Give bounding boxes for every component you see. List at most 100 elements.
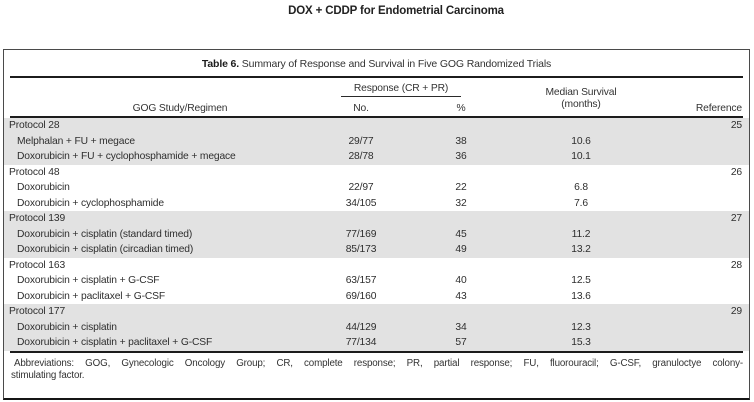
reference-cell (661, 180, 749, 196)
no-cell: 69/160 (345, 290, 377, 302)
reference-cell (661, 196, 749, 212)
median-cell: 7.6 (574, 197, 588, 209)
median-cell (501, 165, 661, 181)
table-title-label: Table 6. (201, 58, 239, 70)
median-cell (501, 211, 661, 227)
table-body: Protocol 28 25 Melphalan + FU + megace 29/7… (4, 118, 749, 351)
page-heading: DOX + CDDP for Endometrial Carcinoma (288, 5, 504, 17)
median-cell: 10.6 (571, 135, 591, 147)
regimen-row: Doxorubicin 22/97 22 6.8 (4, 180, 749, 196)
reference-cell: 26 (730, 166, 742, 178)
column-header-pct: % (456, 103, 466, 114)
no-cell: 29/77 (348, 135, 374, 147)
footnote: Abbreviations: GOG, Gynecologic Oncology… (4, 353, 749, 383)
median-cell: 13.2 (571, 244, 591, 255)
footnote-line2: stimulating factor. (11, 369, 85, 381)
protocol-row: Protocol 48 26 (4, 165, 749, 181)
pct-cell: 34 (455, 321, 467, 333)
regimen-row: Doxorubicin + cisplatin (circadian timed… (4, 242, 749, 258)
no-cell: 77/169 (345, 228, 377, 240)
pct-cell: 49 (455, 244, 467, 255)
reference-cell: 25 (730, 120, 742, 131)
reference-cell (661, 273, 749, 289)
pct-cell (421, 304, 501, 320)
title-rule (10, 76, 743, 78)
reference-cell (661, 289, 749, 305)
pct-cell (421, 165, 501, 181)
pct-cell: 32 (455, 197, 467, 209)
regimen-cell: Protocol 28 (9, 120, 60, 131)
no-cell (301, 118, 421, 134)
median-cell: 12.5 (571, 275, 591, 286)
column-header-no: No. (353, 103, 369, 114)
regimen-row: Doxorubicin + cyclophosphamide 34/105 32 7.… (4, 196, 749, 212)
table-box: Table 6. Summary of Response and Surviva… (3, 49, 750, 400)
reference-cell: 28 (730, 259, 742, 271)
header-rule (10, 116, 743, 118)
regimen-cell: Protocol 177 (9, 306, 66, 317)
reference-cell: 29 (730, 306, 742, 317)
regimen-row: Doxorubicin + cisplatin 44/129 34 12.3 (4, 319, 749, 336)
protocol-row: Protocol 177 29 (4, 304, 749, 320)
regimen-cell: Doxorubicin + cisplatin (circadian timed… (17, 244, 194, 255)
no-cell: 34/105 (345, 197, 377, 209)
median-cell: 11.2 (571, 228, 591, 240)
no-cell: 77/134 (345, 337, 377, 348)
regimen-cell: Melphalan + FU + megace (17, 135, 135, 147)
table-title: Table 6. Summary of Response and Surviva… (4, 50, 749, 76)
regimen-row: Doxorubicin + cisplatin + G-CSF 63/157 40 1… (4, 273, 749, 289)
column-header-median: Median Survival (months) (545, 87, 617, 110)
reference-cell (661, 149, 749, 165)
pct-cell: 57 (455, 337, 467, 348)
no-cell (301, 211, 421, 227)
median-cell: 15.3 (571, 337, 591, 348)
reference-cell: 27 (730, 213, 742, 224)
regimen-row: Doxorubicin + paclitaxel + G-CSF 69/160 43… (4, 289, 749, 305)
regimen-cell: Doxorubicin + cisplatin (17, 321, 117, 333)
table-header: GOG Study/Regimen Response (CR + PR) Med… (4, 78, 749, 116)
table-title-text: Summary of Response and Survival in Five… (241, 58, 552, 70)
protocol-row: Protocol 139 27 (4, 211, 749, 227)
median-cell (501, 304, 661, 320)
pct-cell (421, 258, 501, 274)
regimen-row: Melphalan + FU + megace 29/77 38 10.6 (4, 133, 749, 150)
pct-cell: 36 (455, 151, 467, 162)
pct-cell: 45 (455, 228, 467, 240)
protocol-row: Protocol 163 28 (4, 258, 749, 274)
regimen-cell: Protocol 48 (9, 166, 60, 178)
reference-cell (661, 242, 749, 258)
reference-cell (661, 134, 749, 150)
protocol-row: Protocol 28 25 (4, 118, 749, 134)
regimen-cell: Doxorubicin + cyclophosphamide (17, 197, 164, 209)
no-cell: 44/129 (345, 321, 377, 333)
regimen-row: Doxorubicin + cisplatin (standard timed)… (4, 226, 749, 243)
footnote-rule (10, 350, 743, 353)
footnote-line1: Abbreviations: GOG, Gynecologic Oncology… (14, 357, 743, 369)
no-cell (301, 165, 421, 181)
reference-cell (661, 320, 749, 336)
regimen-cell: Doxorubicin + cisplatin (standard timed) (17, 228, 193, 240)
column-header-stub: GOG Study/Regimen (132, 103, 228, 114)
no-cell: 28/78 (348, 151, 374, 162)
no-cell (301, 258, 421, 274)
median-cell: 10.1 (571, 151, 591, 162)
column-header-reference: Reference (695, 103, 742, 114)
reference-cell (661, 335, 749, 351)
median-cell: 13.6 (571, 290, 591, 302)
median-cell (501, 258, 661, 274)
regimen-cell: Doxorubicin + paclitaxel + G-CSF (17, 290, 165, 302)
regimen-row: Doxorubicin + FU + cyclophosphamide + me… (4, 149, 749, 165)
column-header-response-group: Response (CR + PR) (301, 83, 501, 97)
median-cell (501, 118, 661, 134)
regimen-cell: Doxorubicin + cisplatin + G-CSF (17, 275, 160, 286)
regimen-cell: Doxorubicin + FU + cyclophosphamide + me… (17, 151, 236, 162)
regimen-row: Doxorubicin + cisplatin + paclitaxel + G… (4, 335, 749, 351)
regimen-cell: Protocol 163 (9, 259, 66, 271)
reference-cell (661, 227, 749, 243)
regimen-cell: Protocol 139 (9, 213, 66, 224)
pct-cell: 43 (455, 290, 467, 302)
median-cell: 12.3 (571, 321, 591, 333)
pct-cell: 38 (455, 135, 467, 147)
regimen-cell: Doxorubicin (17, 182, 70, 193)
